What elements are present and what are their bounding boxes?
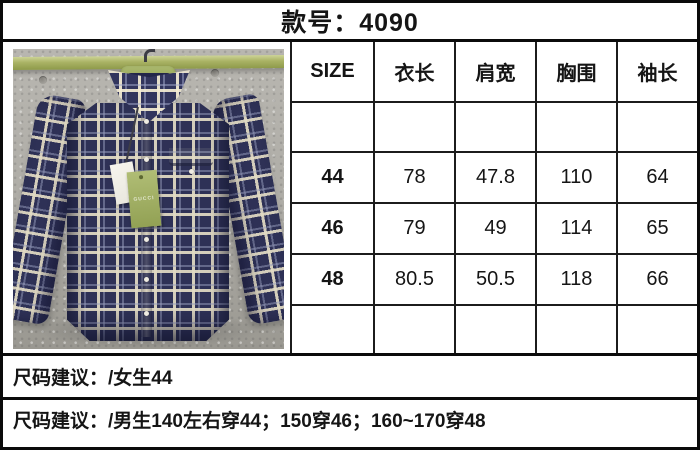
shirt-button: [144, 119, 149, 124]
main-area: GUCCI: [3, 42, 697, 353]
empty-cell: [616, 103, 697, 151]
table-row-size-48: 48 80.5 50.5 118 66: [292, 255, 697, 306]
size-advice-male-text: 尺码建议：/男生140左右穿44；150穿46；160~170穿48: [13, 410, 486, 432]
value-cell: 118: [535, 255, 616, 304]
size-cell: 48: [321, 268, 344, 290]
empty-cell: [535, 103, 616, 151]
tag-brand-text: GUCCI: [133, 195, 155, 203]
header-cell-shoulder: 肩宽: [454, 42, 535, 101]
table-row-size-44: 44 78 47.8 110 64: [292, 153, 697, 204]
size-cell: 46: [321, 217, 344, 239]
plaid-shirt: GUCCI: [13, 49, 284, 349]
model-number-title: 款号：4090: [3, 3, 697, 42]
spacer-row: [292, 306, 697, 353]
product-photo-cell: GUCCI: [3, 42, 290, 353]
value-cell: 47.8: [454, 153, 535, 202]
empty-cell: [373, 306, 454, 353]
size-table-header-row: SIZE 衣长 肩宽 胸围 袖长: [292, 42, 697, 103]
spacer-row: [292, 103, 697, 153]
value-cell: 50.5: [454, 255, 535, 304]
header-cell-size: SIZE: [310, 60, 355, 82]
header-cell-chest: 胸围: [535, 42, 616, 101]
value-cell: 78: [373, 153, 454, 202]
shirt-button: [144, 277, 149, 282]
empty-cell: [454, 306, 535, 353]
header-cell-length: 衣长: [373, 42, 454, 101]
shirt-button: [144, 157, 149, 162]
value-cell: 65: [616, 204, 697, 253]
value-cell: 66: [616, 255, 697, 304]
tag-hole: [138, 175, 144, 180]
product-photo: GUCCI: [13, 49, 284, 349]
empty-cell: [292, 103, 373, 151]
shirt-pocket: [169, 148, 213, 166]
wall-screw-hole: [39, 76, 47, 84]
shirt-button: [144, 311, 149, 316]
size-cell: 44: [321, 166, 344, 188]
size-advice-female-row: 尺码建议：/女生44: [3, 353, 697, 397]
empty-cell: [292, 306, 373, 353]
size-advice-male-row: 尺码建议：/男生140左右穿44；150穿46；160~170穿48: [3, 397, 697, 438]
empty-cell: [535, 306, 616, 353]
value-cell: 80.5: [373, 255, 454, 304]
header-cell-sleeve: 袖长: [616, 42, 697, 101]
shirt-button: [144, 237, 149, 242]
size-advice-female-text: 尺码建议：/女生44: [13, 368, 173, 389]
hang-tag-green: GUCCI: [126, 169, 162, 229]
empty-cell: [454, 103, 535, 151]
value-cell: 49: [454, 204, 535, 253]
value-cell: 64: [616, 153, 697, 202]
value-cell: 110: [535, 153, 616, 202]
wall-screw-hole: [211, 69, 219, 77]
hanger-hook-icon: [144, 49, 155, 62]
shirt-pocket-button: [189, 169, 194, 174]
table-row-size-46: 46 79 49 114 65: [292, 204, 697, 255]
size-table: SIZE 衣长 肩宽 胸围 袖长 44 78 47.8 110 64: [290, 42, 697, 353]
value-cell: 114: [535, 204, 616, 253]
empty-cell: [616, 306, 697, 353]
empty-cell: [373, 103, 454, 151]
value-cell: 79: [373, 204, 454, 253]
